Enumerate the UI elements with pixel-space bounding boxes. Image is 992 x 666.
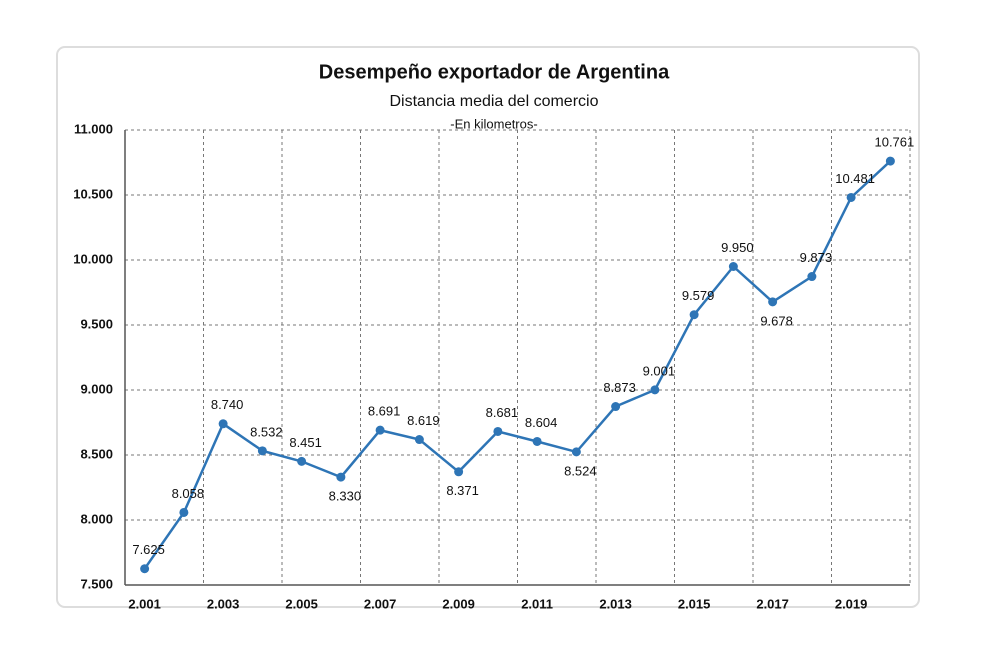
point (336, 472, 346, 482)
chart-title: Desempeño exportador de Argentina (319, 61, 670, 83)
point (728, 262, 738, 271)
data-label: 8.058 (172, 486, 205, 501)
x-tick-label: 2.015 (678, 596, 711, 611)
x-tick-label: 2.019 (835, 596, 868, 611)
point (846, 192, 856, 202)
y-tick-label: 9.000 (80, 381, 113, 396)
point (179, 507, 189, 517)
point (650, 385, 660, 395)
data-label: 9.950 (721, 240, 754, 255)
y-tick-label: 11.000 (74, 121, 113, 136)
point (454, 467, 464, 477)
point (414, 435, 424, 445)
point (689, 310, 699, 320)
y-tick-label: 9.500 (80, 316, 113, 331)
point (218, 419, 228, 429)
x-tick-label: 2.009 (442, 596, 475, 611)
x-tick-label: 2.013 (599, 596, 632, 611)
data-label: 8.619 (407, 413, 440, 428)
y-tick-label: 10.000 (73, 251, 113, 266)
data-label: 8.371 (446, 483, 479, 498)
chart-note: -En kilometros- (450, 116, 537, 131)
x-tick-label: 2.017 (756, 596, 789, 611)
point (257, 446, 267, 456)
point (297, 456, 307, 466)
data-label: 8.691 (368, 404, 401, 419)
x-tick-label: 2.003 (207, 596, 240, 611)
x-tick-label: 2.005 (285, 596, 318, 611)
x-tick-label: 2.007 (364, 596, 397, 611)
data-label: 8.330 (329, 489, 362, 504)
line (143, 160, 892, 570)
data-label: 9.001 (643, 363, 676, 378)
data-label: 8.873 (603, 380, 636, 395)
point (571, 447, 581, 457)
data-label: 8.524 (564, 463, 597, 478)
data-label: 8.681 (486, 405, 519, 420)
x-tick-label: 2.011 (521, 596, 553, 611)
point (140, 564, 150, 574)
data-label: 10.481 (835, 171, 875, 186)
point (807, 272, 817, 282)
y-tick-label: 7.500 (80, 576, 113, 591)
point (532, 436, 542, 446)
data-label: 8.604 (525, 415, 558, 430)
data-label: 8.532 (250, 424, 283, 439)
point (375, 425, 385, 435)
data-label: 7.625 (132, 542, 165, 557)
point (611, 402, 621, 412)
data-label: 9.873 (800, 250, 833, 265)
data-label: 9.678 (760, 313, 793, 328)
point (885, 156, 895, 166)
point (493, 426, 503, 436)
x-tick-label: 2.001 (128, 596, 161, 611)
y-tick-label: 10.500 (73, 186, 113, 201)
y-tick-label: 8.000 (80, 511, 113, 526)
chart-frame (56, 46, 920, 608)
chart-subtitle: Distancia media del comercio (390, 93, 599, 110)
data-label: 9.579 (682, 288, 715, 303)
data-label: 8.740 (211, 397, 244, 412)
point (768, 297, 778, 307)
y-tick-label: 8.500 (80, 446, 113, 461)
data-label: 10.761 (874, 135, 914, 150)
data-label: 8.451 (289, 435, 322, 450)
